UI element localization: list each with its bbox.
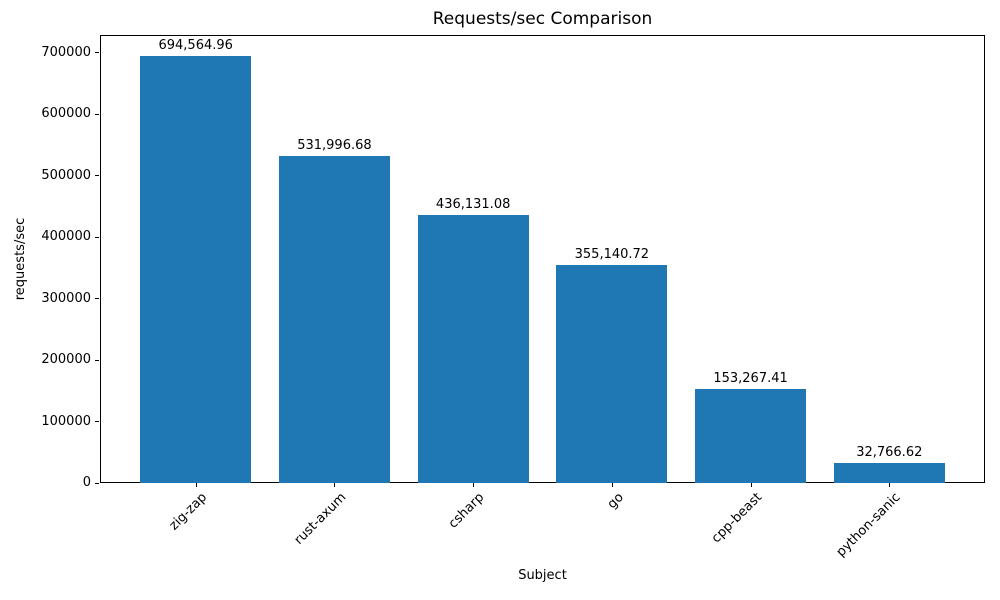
x-tick-mark [334,483,336,487]
x-tick-mark [195,483,197,487]
bar [278,156,390,483]
bar-value-label: 436,131.08 [435,197,511,213]
y-tick-mark [95,359,99,361]
y-tick-label: 400000 [41,229,91,245]
x-tick-label: python-sanic [833,490,904,560]
bar-value-label: 694,564.96 [158,38,233,54]
bar [417,215,529,483]
y-tick-mark [95,52,99,54]
bar [833,462,945,483]
x-tick-label: cpp-beast [709,490,766,547]
y-tick-mark [95,175,99,177]
x-tick-mark [889,483,891,487]
bar [695,388,807,483]
y-tick-label: 0 [82,475,91,490]
x-tick-mark [750,483,752,487]
bar-value-label: 355,140.72 [574,246,650,262]
y-tick-label: 100000 [41,413,91,429]
y-tick-mark [95,113,99,115]
bar [556,264,668,483]
y-tick-mark [95,298,99,300]
bar [140,56,252,483]
x-tick-label: rust-axum [291,490,350,548]
x-tick-label: zig-zap [166,490,211,534]
y-tick-label: 500000 [41,167,91,183]
x-tick-mark [473,483,475,487]
y-tick-label: 200000 [41,352,91,368]
y-tick-mark [95,421,99,423]
bar-value-label: 531,996.68 [297,138,372,154]
x-tick-label: csharp [446,490,488,532]
y-tick-mark [95,236,99,238]
x-axis-label: Subject [518,568,567,583]
bar-value-label: 153,267.41 [713,370,788,386]
bar-value-label: 32,766.62 [856,444,923,460]
y-tick-mark [95,482,99,484]
x-tick-label: go [604,490,627,513]
x-tick-mark [611,483,613,487]
chart-title: Requests/sec Comparison [432,9,653,29]
y-tick-label: 300000 [41,290,91,306]
y-tick-label: 700000 [41,44,91,60]
y-tick-label: 600000 [41,106,91,122]
